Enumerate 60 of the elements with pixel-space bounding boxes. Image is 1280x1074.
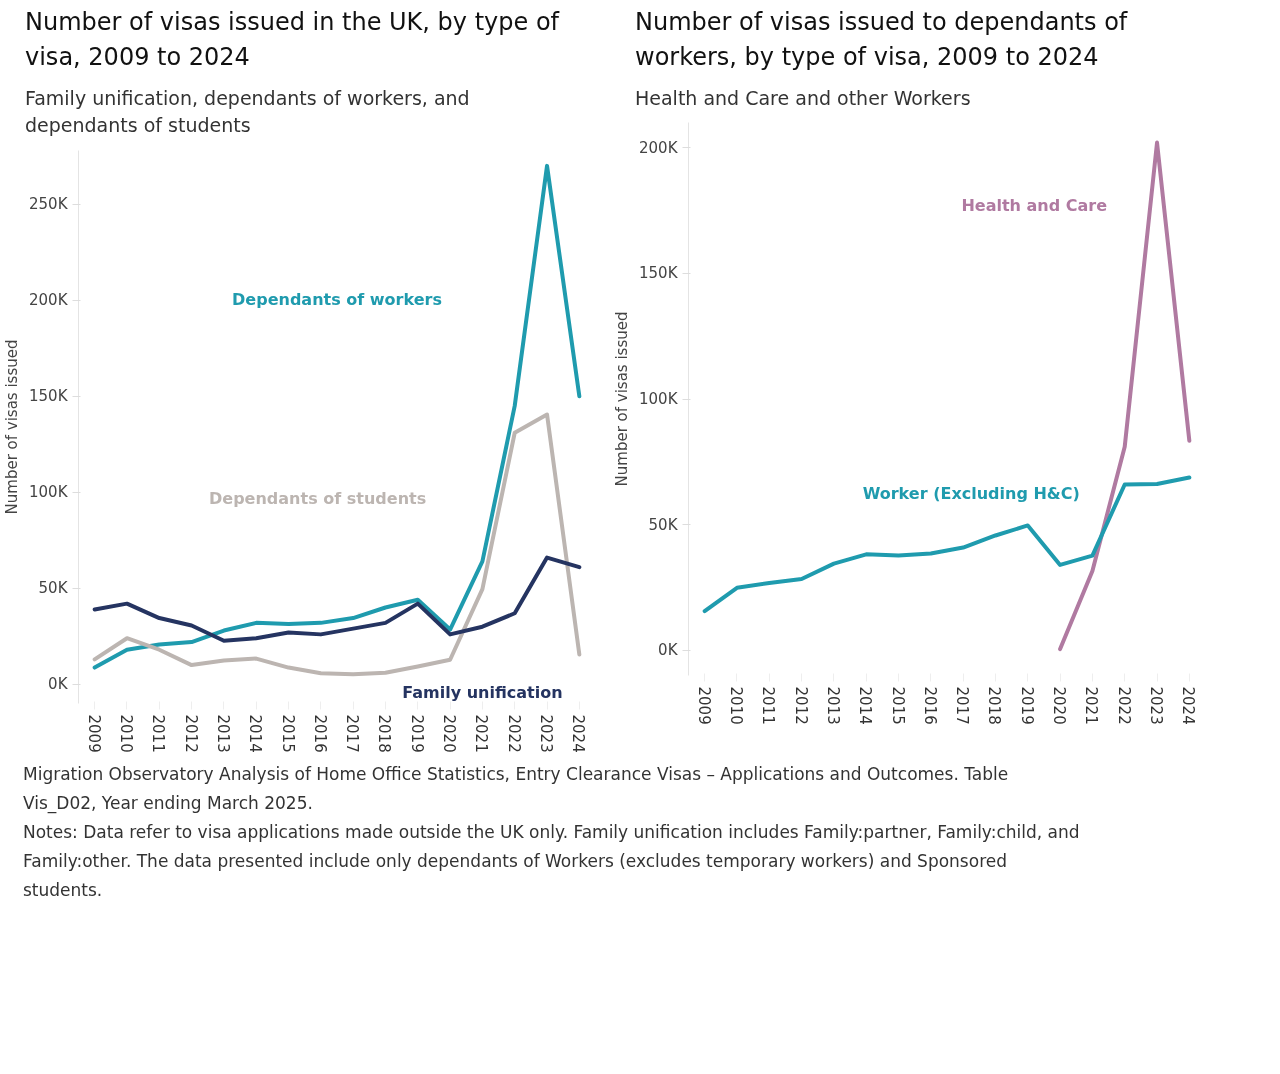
x-tick-label: 2020: [440, 714, 459, 753]
x-tick-label: 2022: [504, 714, 523, 753]
x-tick-label: 2011: [149, 714, 168, 753]
x-tick-label: 2018: [375, 714, 394, 753]
x-tick-label: 2010: [116, 714, 135, 753]
text: Migration Observatory Analysis of Home Office Statistics, Entry Clearance Visas – Applications and Outcomes. Table Vis_D02, Year ending March 2025.: [23, 762, 1010, 816]
x-tick-label: 2012: [181, 714, 200, 753]
y-axis-title: Number of visas issued: [3, 339, 22, 515]
text: Family unification: [402, 682, 563, 702]
line-series: [92, 555, 582, 643]
x-tick-label: 2024: [1179, 686, 1198, 725]
text: Dependants of students: [209, 489, 427, 509]
x-tick-label: 2017: [953, 686, 972, 725]
x-tick-label: 2009: [694, 686, 713, 725]
x-tick-label: 2017: [343, 714, 362, 753]
x-tick-label: 2014: [856, 686, 875, 725]
line-series: [92, 163, 582, 670]
text: Health and Care: [961, 196, 1108, 216]
x-tick-label: 2016: [310, 714, 329, 753]
chart-title: Number of visas issued to dependants of workers, by type of visa, 2009 to 2024: [635, 7, 1129, 73]
y-tick-label: 150K: [639, 264, 679, 283]
x-tick-label: 2013: [823, 686, 842, 725]
x-tick-label: 2009: [84, 714, 103, 753]
text: Dependants of workers: [232, 290, 442, 309]
chart-subtitle: Family unification, dependants of workers, and dependants of students: [25, 85, 471, 139]
x-tick-label: 2019: [1017, 686, 1036, 725]
x-tick-label: 2021: [472, 714, 491, 753]
x-tick-label: 2023: [537, 714, 556, 753]
y-tick-label: 0K: [658, 641, 679, 660]
x-tick-label: 2024: [569, 714, 588, 753]
y-axis-title: Number of visas issued: [613, 311, 632, 487]
chart-title: Number of visas issued in the UK, by type of visa, 2009 to 2024: [25, 7, 561, 73]
y-tick-label: 200K: [29, 290, 69, 309]
x-tick-label: 2011: [759, 686, 778, 725]
y-tick-label: 0K: [48, 674, 69, 693]
y-tick-label: 100K: [639, 390, 679, 409]
line-series: [702, 475, 1192, 614]
x-tick-label: 2020: [1050, 686, 1069, 725]
x-tick-label: 2016: [920, 686, 939, 725]
y-tick-label: 150K: [29, 386, 69, 405]
text: Worker (Excluding H&C): [862, 483, 1080, 503]
y-tick-label: 100K: [29, 482, 69, 501]
y-tick-label: 50K: [38, 578, 69, 597]
line-series: [92, 412, 582, 676]
x-tick-label: 2022: [1114, 686, 1133, 725]
chart-subtitle: Health and Care and other Workers: [635, 85, 971, 111]
y-tick-label: 200K: [639, 138, 679, 157]
x-tick-label: 2010: [726, 686, 745, 725]
x-tick-label: 2023: [1147, 686, 1166, 725]
x-tick-label: 2013: [213, 714, 232, 753]
x-tick-label: 2015: [278, 714, 297, 753]
x-tick-label: 2019: [407, 714, 426, 753]
y-tick-label: 250K: [29, 194, 69, 213]
text: Notes: Data refer to visa applications made outside the UK only. Family unification includes Family:partner, Family:child, and Family:other. The data presented include only dependants of Workers (excludes temporary workers) and Sponsored students.: [23, 820, 1081, 902]
x-tick-label: 2021: [1082, 686, 1101, 725]
x-tick-label: 2015: [888, 686, 907, 725]
x-tick-label: 2014: [246, 714, 265, 753]
x-tick-label: 2012: [791, 686, 810, 725]
y-tick-label: 50K: [648, 515, 679, 534]
x-tick-label: 2018: [985, 686, 1004, 725]
